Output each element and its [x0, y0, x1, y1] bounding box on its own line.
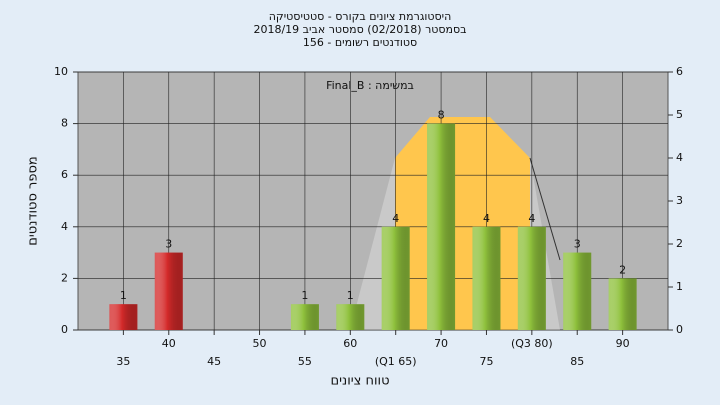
y-axis-label: מספר סטודנטים — [26, 156, 41, 246]
bar-shade — [336, 304, 365, 330]
chart-title: היסטוגרמת ציונים בקורס - סטטיסטיקה — [269, 10, 452, 23]
data-label: 3 — [574, 238, 581, 251]
data-label: 1 — [301, 289, 308, 302]
data-label: 4 — [483, 212, 490, 225]
annotation: Final_B : במשימה — [326, 79, 414, 92]
data-label: 2 — [619, 263, 626, 276]
quartile-band — [395, 117, 530, 330]
x-tick-label: 85 — [570, 355, 584, 368]
x-tick-label: 75 — [479, 355, 493, 368]
y-tick-label: 6 — [61, 168, 68, 181]
data-label: 3 — [165, 238, 172, 251]
bar-shade — [563, 252, 592, 330]
bar-shade — [517, 226, 546, 330]
bar-shade — [154, 252, 183, 330]
y2-tick-label: 6 — [676, 65, 683, 78]
bar-shade — [608, 278, 637, 330]
y-tick-label: 2 — [61, 271, 68, 284]
x-tick-label: (Q3 80) — [511, 337, 553, 350]
chart-subtitle: בסמסטר (02/2018) סמסטר אביב 2018/19 — [253, 23, 466, 36]
bar-shade — [109, 304, 138, 330]
x-axis-label: טווח ציונים — [330, 374, 389, 389]
x-tick-label: (Q1 65) — [375, 355, 417, 368]
data-label: 4 — [528, 212, 535, 225]
bar-shade — [381, 226, 410, 330]
y-tick-label: 4 — [61, 220, 68, 233]
data-label: 4 — [392, 212, 399, 225]
x-tick-label: 55 — [298, 355, 312, 368]
chart-subtitle: סטודנטים רשומים - 156 — [303, 36, 417, 49]
x-tick-label: 50 — [253, 337, 267, 350]
y-tick-label: 10 — [54, 65, 68, 78]
y2-tick-label: 2 — [676, 237, 683, 250]
data-label: 1 — [347, 289, 354, 302]
bar-shade — [427, 123, 456, 330]
y-tick-label: 0 — [61, 323, 68, 336]
x-tick-label: 35 — [116, 355, 130, 368]
data-label: 1 — [120, 289, 127, 302]
x-tick-label: 90 — [616, 337, 630, 350]
bar-shade — [472, 226, 501, 330]
data-label: 8 — [438, 109, 445, 122]
x-tick-label: 70 — [434, 337, 448, 350]
y2-tick-label: 0 — [676, 323, 683, 336]
y-tick-label: 8 — [61, 117, 68, 130]
y2-tick-label: 1 — [676, 280, 683, 293]
x-tick-label: 40 — [162, 337, 176, 350]
y2-tick-label: 5 — [676, 108, 683, 121]
y2-tick-label: 4 — [676, 151, 683, 164]
x-tick-label: 60 — [343, 337, 357, 350]
bar-shade — [290, 304, 319, 330]
x-tick-label: 45 — [207, 355, 221, 368]
y2-tick-label: 3 — [676, 194, 683, 207]
